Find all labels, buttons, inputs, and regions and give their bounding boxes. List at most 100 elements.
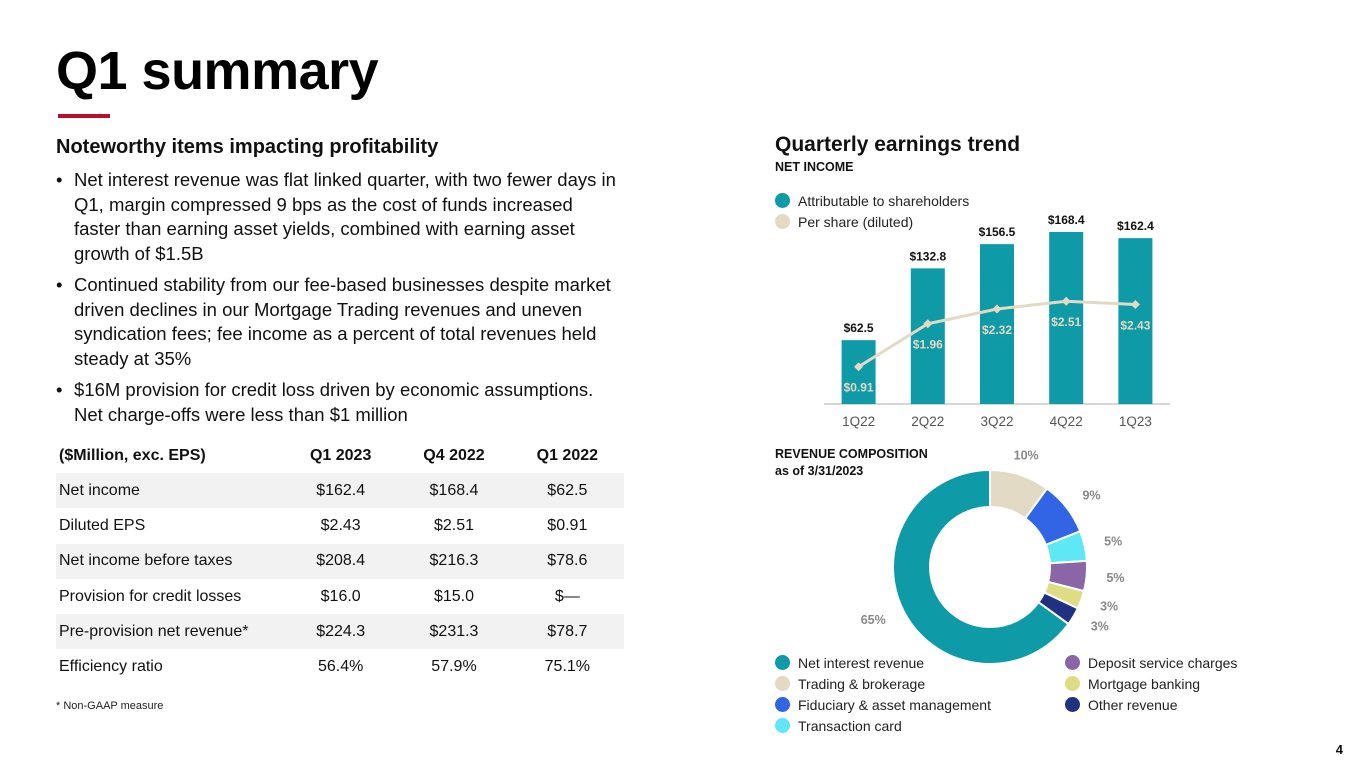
legend-label: Net interest revenue — [798, 654, 925, 671]
eps-marker — [854, 362, 864, 372]
legend-item: Other revenue — [1065, 694, 1237, 715]
legend-item: Attributable to shareholders — [775, 190, 969, 211]
x-tick-label: 1Q22 — [842, 414, 875, 429]
legend-swatch — [1065, 676, 1080, 691]
legend-swatch — [775, 697, 790, 712]
table-cell: Pre-provision net revenue* — [56, 614, 284, 650]
revenue-legend-left: Net interest revenue Trading & brokerage… — [775, 652, 991, 736]
legend-swatch — [775, 676, 790, 691]
legend-item: Fiduciary & asset management — [775, 694, 991, 715]
left-heading: Noteworthy items impacting profitability — [56, 136, 439, 158]
table-cell: $16.0 — [320, 587, 361, 605]
table-cell: $2.43 — [320, 516, 361, 534]
bullet-item: • Continued stability from our fee-based … — [56, 273, 616, 371]
table-cell: $216.3 — [397, 543, 511, 579]
table-header-cell: Q1 2022 — [536, 446, 599, 464]
bar-1Q23 — [1118, 238, 1153, 404]
legend-swatch — [775, 718, 790, 733]
table-cell: $231.3 — [397, 614, 511, 650]
page-number: 4 — [1335, 742, 1343, 757]
bar-value-label: $132.8 — [909, 249, 946, 263]
x-tick-label: 3Q22 — [980, 414, 1013, 429]
table-cell: Net income before taxes — [56, 543, 284, 579]
donut-slice-label: 5% — [1106, 571, 1124, 585]
table-row: Efficiency ratio 56.4% 57.9% 75.1% — [56, 649, 624, 684]
legend-item: Deposit service charges — [1065, 652, 1237, 673]
eps-value-label: $2.43 — [1120, 318, 1150, 332]
legend-label: Other revenue — [1088, 696, 1178, 713]
earnings-trend-heading: Quarterly earnings trend — [775, 133, 1021, 156]
financials-table: ($Million, exc. EPS) Q1 2023 Q4 2022 Q1 … — [56, 438, 624, 685]
bullet-text: Net interest revenue was flat linked qua… — [74, 169, 616, 264]
bar-value-label: $168.4 — [1048, 213, 1085, 227]
net-income-chart: $62.5 1Q22 $132.8 2Q22 $156.5 3Q22 $168.4 4Q22 $… — [824, 213, 1170, 429]
legend-label: Mortgage banking — [1088, 675, 1201, 692]
earnings-legend: Attributable to shareholders Per share (… — [775, 190, 969, 232]
bar-3Q22 — [980, 244, 1014, 404]
eps-marker — [1061, 296, 1071, 306]
bullet-marker: • — [56, 274, 63, 295]
bullet-text: Continued stability from our fee-based b… — [74, 274, 611, 369]
page-title: Q1 summary — [56, 41, 379, 101]
table-cell: $15.0 — [433, 587, 475, 605]
table-cell: 56.4% — [317, 658, 364, 676]
eps-value-label: $2.32 — [982, 323, 1012, 337]
legend-label: Fiduciary & asset management — [798, 696, 991, 713]
table-cell: Net income — [56, 473, 284, 509]
footnote: * Non-GAAP measure — [56, 700, 164, 712]
title-accent-bar — [58, 114, 110, 118]
table-header-row: ($Million, exc. EPS) Q1 2023 Q4 2022 Q1 … — [56, 438, 624, 473]
table-header-cell: ($Million, exc. EPS) — [59, 446, 206, 464]
table-cell: 57.9% — [431, 658, 477, 676]
table-cell: 75.1% — [544, 658, 591, 676]
bullet-text: $16M provision for credit loss driven by… — [74, 379, 594, 425]
revenue-title-line: REVENUE COMPOSITION — [775, 447, 928, 461]
legend-item: Mortgage banking — [1065, 673, 1237, 694]
revenue-composition-title: REVENUE COMPOSITION as of 3/31/2023 — [775, 446, 928, 480]
bar-value-label: $162.4 — [1117, 219, 1154, 233]
bar-1Q22 — [841, 340, 876, 404]
donut-slice — [892, 468, 1070, 665]
table-cell: $62.5 — [510, 473, 624, 509]
legend-label: Trading & brokerage — [798, 675, 926, 692]
table-cell: $224.3 — [284, 614, 398, 650]
legend-label: Deposit service charges — [1088, 654, 1238, 671]
eps-value-label: $0.91 — [844, 381, 874, 395]
table-cell: $0.91 — [547, 516, 588, 534]
table-row: Diluted EPS $2.43 $2.51 $0.91 — [56, 508, 624, 543]
bullet-list: • Net interest revenue was flat linked qu… — [56, 168, 616, 434]
table-cell: $2.51 — [433, 516, 475, 534]
legend-swatch — [775, 214, 790, 229]
x-tick-label: 4Q22 — [1050, 414, 1083, 429]
table-row: Provision for credit losses $16.0 $15.0 … — [56, 579, 624, 614]
eps-marker — [992, 304, 1002, 314]
eps-marker — [1130, 299, 1140, 309]
x-tick-label: 1Q23 — [1119, 414, 1152, 429]
legend-item: Trading & brokerage — [775, 673, 991, 694]
bar-4Q22 — [1049, 232, 1084, 404]
eps-value-label: $1.96 — [913, 338, 943, 352]
x-tick-label: 2Q22 — [911, 414, 944, 429]
bullet-marker: • — [56, 379, 63, 400]
revenue-legend-right: Deposit service charges Mortgage banking… — [1065, 652, 1237, 715]
bar-value-label: $62.5 — [844, 321, 874, 335]
table-row: Pre-provision net revenue* $224.3 $231.3… — [56, 614, 624, 650]
table-row: Net income $162.4 $168.4 $62.5 — [56, 473, 624, 509]
donut-slice-label: 5% — [1104, 534, 1122, 548]
donut-slice-label: 10% — [1014, 449, 1039, 463]
legend-label: Attributable to shareholders — [798, 192, 970, 209]
table-cell: $208.4 — [284, 543, 398, 579]
revenue-subtitle-line: as of 3/31/2023 — [775, 464, 864, 478]
legend-swatch — [1065, 655, 1080, 670]
legend-label: Transaction card — [798, 717, 902, 734]
bar-value-label: $156.5 — [979, 225, 1016, 239]
legend-item: Transaction card — [775, 715, 991, 736]
bullet-item: • $16M provision for credit loss driven b… — [56, 378, 616, 427]
table-cell: Diluted EPS — [59, 516, 146, 534]
table-header-cell: Q1 2023 — [309, 446, 372, 464]
revenue-donut-chart: 10% 9% 5% 5% 3% 3% 65% — [861, 449, 1125, 665]
legend-item: Per share (diluted) — [775, 211, 969, 232]
table-cell: $78.6 — [510, 543, 624, 579]
donut-slice-label: 3% — [1100, 600, 1118, 614]
donut-slice-label: 65% — [861, 613, 886, 627]
